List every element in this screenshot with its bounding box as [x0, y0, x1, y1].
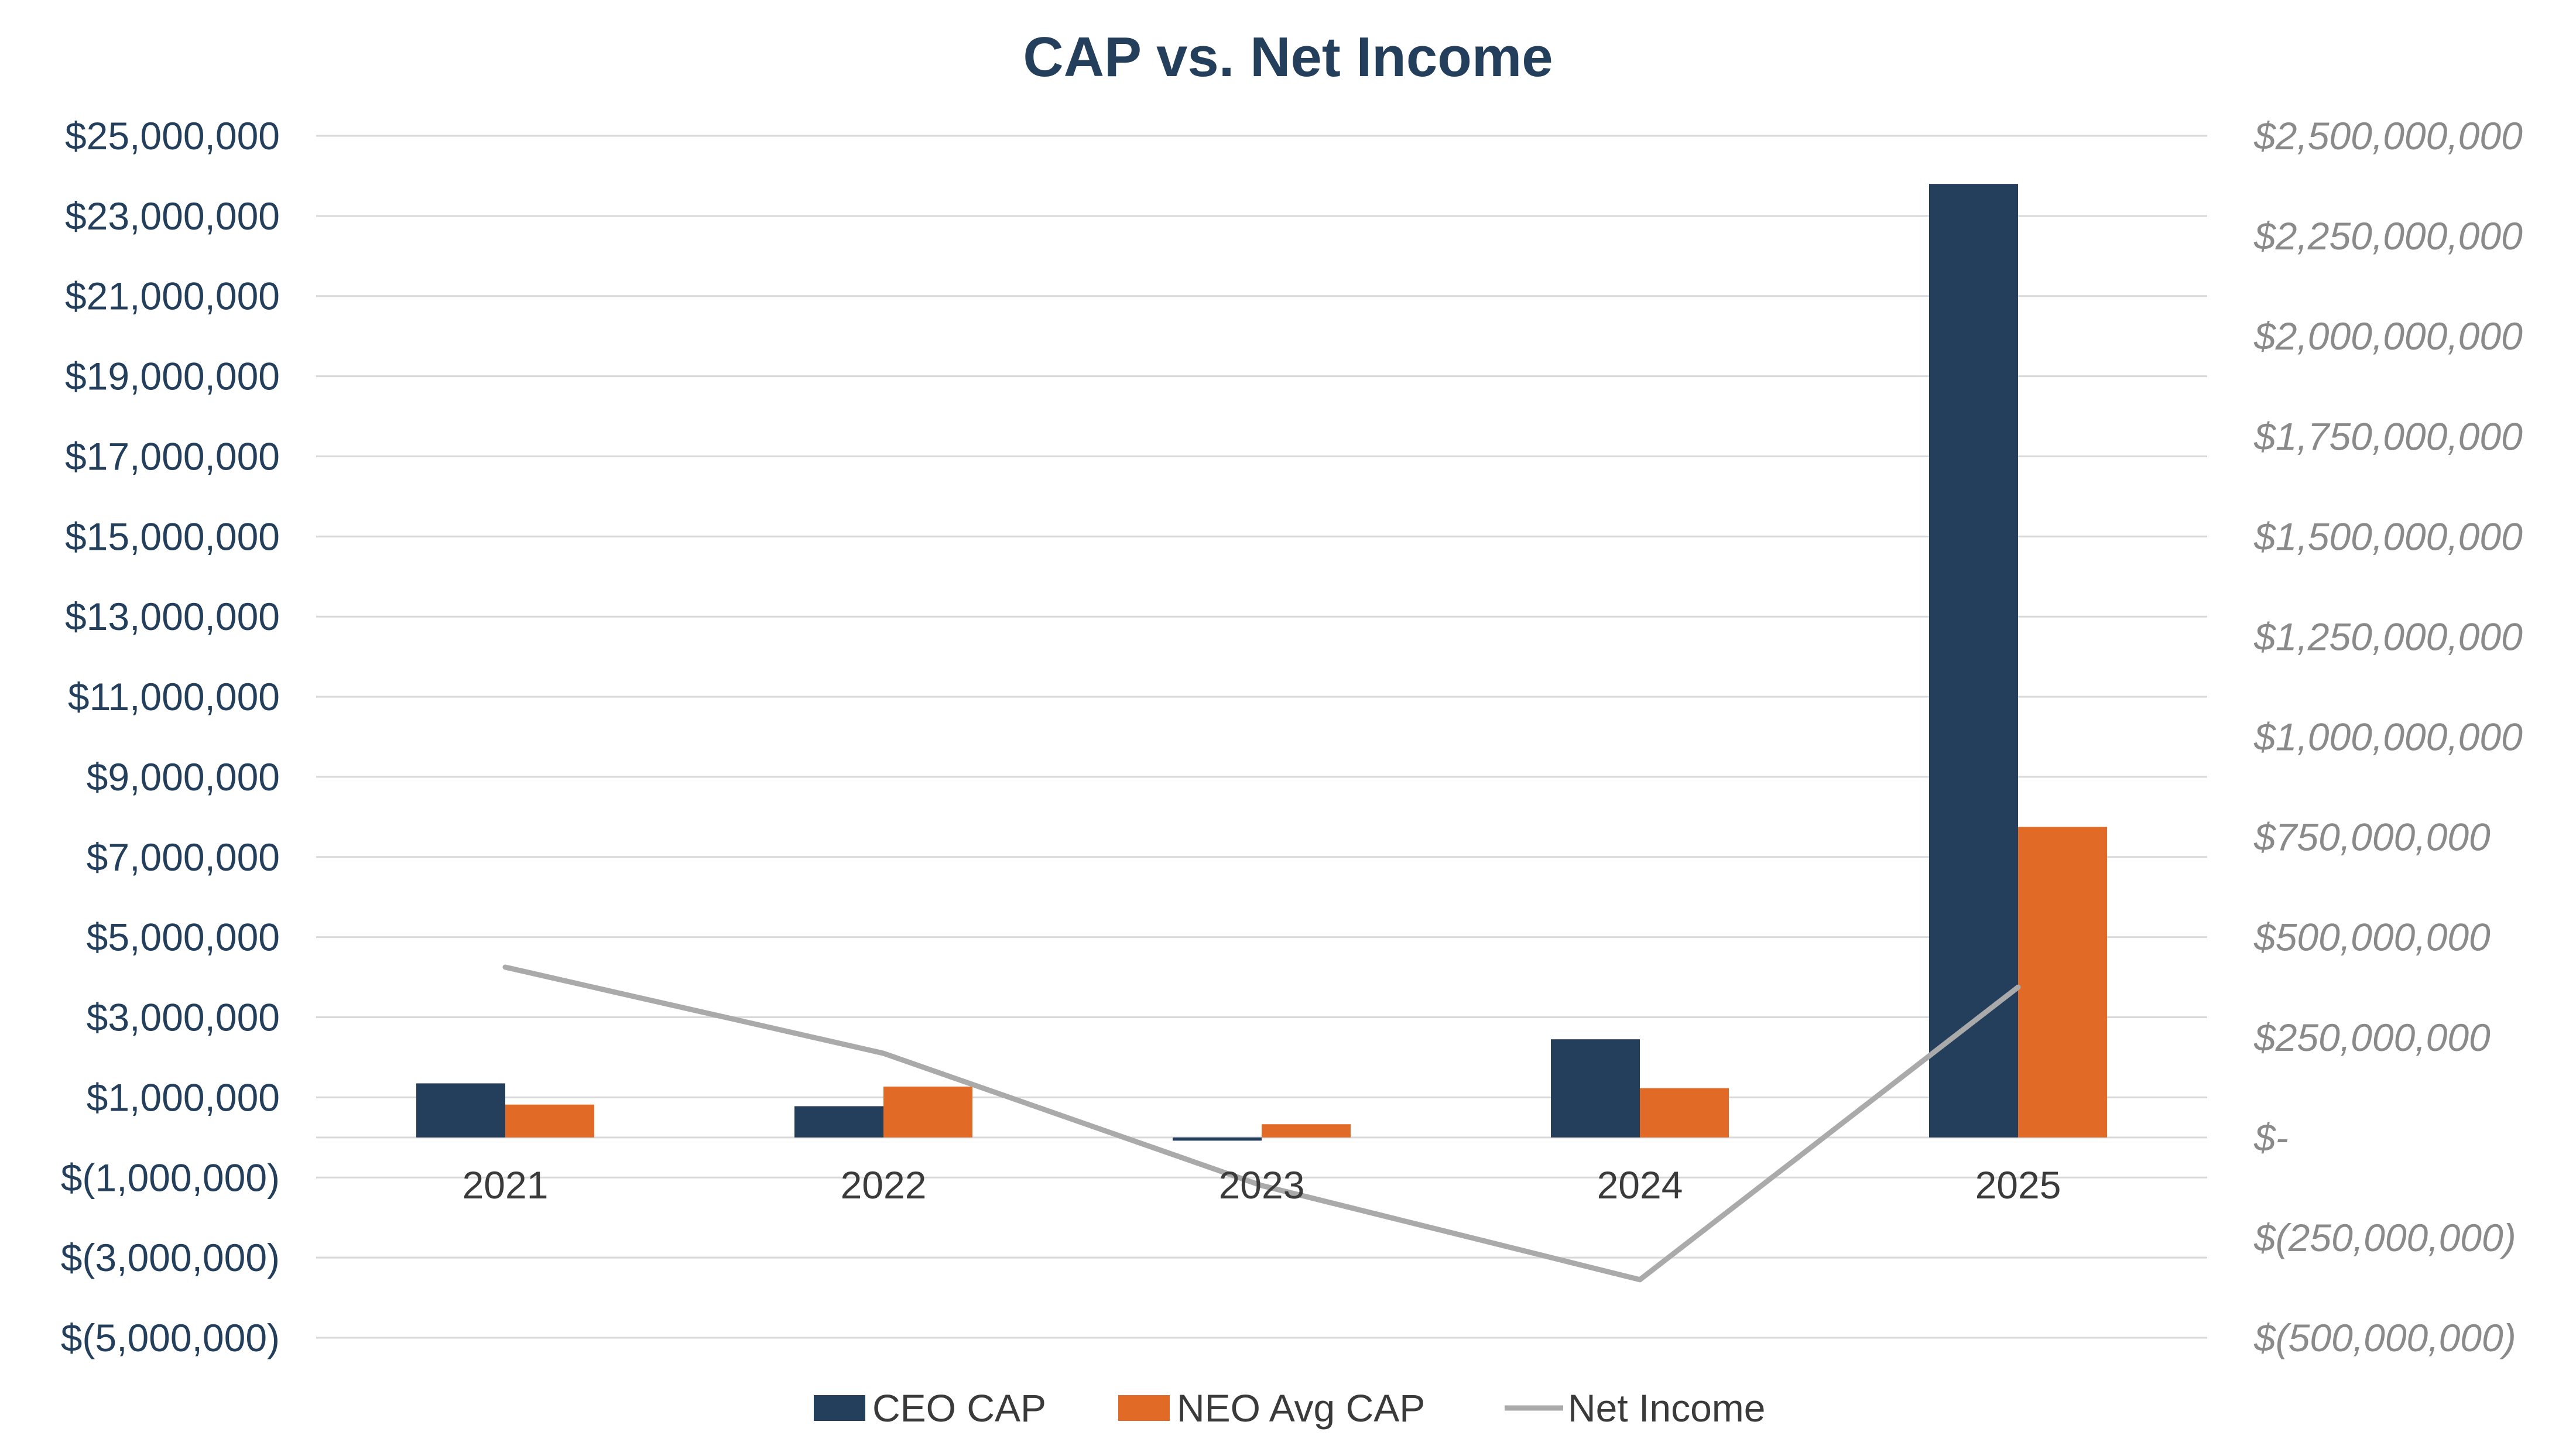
x-axis-tick-label-2022: 2022	[841, 1163, 927, 1207]
left-axis-tick-label: $(1,000,000)	[61, 1156, 280, 1199]
legend: CEO CAP NEO Avg CAP Net Income	[814, 1386, 1765, 1430]
left-axis-tick-label: $1,000,000	[87, 1075, 280, 1119]
left-axis-tick-label: $(3,000,000)	[61, 1236, 280, 1279]
left-axis-tick-label: $11,000,000	[68, 675, 280, 718]
left-axis-tick-label: $13,000,000	[65, 595, 280, 638]
right-axis-tick-label: $500,000,000	[2253, 916, 2491, 959]
ceo-cap-bar-2023	[1173, 1137, 1262, 1141]
x-axis-tick-label-2024: 2024	[1597, 1163, 1683, 1207]
right-axis-tick-label: $1,250,000,000	[2253, 615, 2523, 658]
legend-swatch-1	[1118, 1395, 1170, 1421]
left-axis-tick-label: $7,000,000	[87, 835, 280, 879]
right-axis-tick-label: $750,000,000	[2253, 816, 2491, 859]
legend-label-1: NEO Avg CAP	[1177, 1386, 1425, 1430]
line-layer	[502, 964, 2021, 1283]
right-axis-tick-label: $1,750,000,000	[2253, 415, 2523, 458]
bars-layer	[416, 184, 2107, 1141]
right-axis-tick-label: $2,000,000,000	[2253, 314, 2523, 358]
right-axis-tick-label: $2,250,000,000	[2253, 214, 2523, 258]
neo-avg-cap-bar-2025	[2018, 827, 2107, 1138]
neo-avg-cap-bar-2021	[505, 1104, 594, 1138]
right-axis-tick-label: $(250,000,000)	[2253, 1216, 2516, 1259]
legend-swatch-0	[814, 1395, 865, 1421]
right-axis-tick-label: $(500,000,000)	[2253, 1316, 2516, 1359]
right-axis-tick-label: $1,000,000,000	[2253, 715, 2523, 759]
grid-layer	[316, 135, 2207, 1339]
x-axis-tick-label-2023: 2023	[1219, 1163, 1305, 1207]
ceo-cap-bar-2022	[794, 1106, 883, 1138]
ceo-cap-bar-2021	[416, 1083, 505, 1138]
legend-label-0: CEO CAP	[872, 1386, 1046, 1430]
neo-avg-cap-bar-2023	[1262, 1124, 1351, 1138]
neo-avg-cap-bar-2022	[883, 1086, 972, 1138]
left-axis-tick-label: $21,000,000	[65, 275, 280, 318]
left-axis-tick-label: $5,000,000	[87, 916, 280, 959]
right-axis-tick-label: $1,500,000,000	[2253, 515, 2523, 558]
left-axis-tick-label: $19,000,000	[65, 355, 280, 398]
x-axis-tick-label-2025: 2025	[1975, 1163, 2061, 1207]
left-axis-tick-label: $15,000,000	[65, 515, 280, 558]
right-axis-tick-label: $-	[2253, 1116, 2289, 1159]
chart-title: CAP vs. Net Income	[1023, 26, 1553, 88]
x-axis: 2021 2022 2023 2024 2025	[463, 1163, 2061, 1207]
left-axis-tick-label: $3,000,000	[87, 996, 280, 1039]
left-axis-tick-label: $9,000,000	[87, 755, 280, 799]
left-axis-tick-label: $23,000,000	[65, 194, 280, 238]
left-axis-tick-label: $(5,000,000)	[61, 1316, 280, 1359]
left-axis-tick-label: $17,000,000	[65, 434, 280, 478]
left-axis-tick-label: $25,000,000	[65, 114, 280, 157]
right-axis-tick-label: $250,000,000	[2253, 1016, 2491, 1059]
right-axis-tick-label: $2,500,000,000	[2253, 114, 2523, 157]
x-axis-tick-label-2021: 2021	[463, 1163, 549, 1207]
legend-label-2: Net Income	[1568, 1386, 1765, 1430]
neo-avg-cap-bar-2024	[1640, 1088, 1729, 1138]
ceo-cap-bar-2024	[1551, 1039, 1640, 1138]
left-axis: $25,000,000 $23,000,000 $21,000,000 $19,000…	[61, 114, 280, 1359]
right-axis: $2,500,000,000 $2,250,000,000 $2,000,000,0…	[2253, 114, 2523, 1359]
net-income-line	[502, 964, 2021, 1283]
ceo-cap-bar-2025	[1929, 184, 2018, 1138]
